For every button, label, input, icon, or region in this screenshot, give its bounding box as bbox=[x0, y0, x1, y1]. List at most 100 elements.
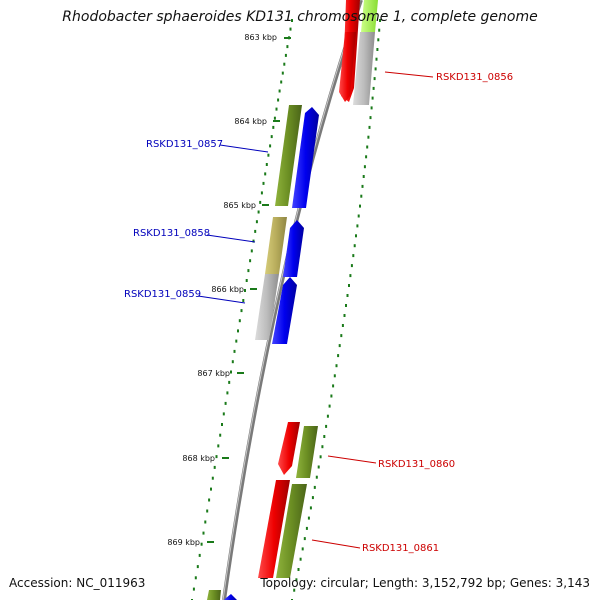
gene-olive-0857[interactable] bbox=[275, 105, 302, 206]
rail-dot bbox=[200, 542, 203, 546]
leader-line-0856 bbox=[384, 71, 434, 78]
tick-label-869: 869 kbp bbox=[167, 538, 200, 547]
tick-label-867: 867 kbp bbox=[197, 369, 230, 378]
leader-line-0858 bbox=[206, 234, 256, 243]
rail-dot bbox=[370, 106, 373, 110]
rail-dot bbox=[240, 309, 243, 313]
rail-dot bbox=[231, 360, 234, 364]
gene-olive-0861[interactable] bbox=[276, 484, 307, 578]
rail-dot bbox=[257, 210, 260, 214]
chromosome-backbone-highlight bbox=[222, 0, 361, 600]
tick-867: 867 kbp bbox=[197, 369, 244, 378]
leader-line-0861 bbox=[311, 539, 361, 549]
rail-dot bbox=[247, 269, 250, 273]
rail-dot bbox=[332, 384, 335, 388]
gene-lime-top[interactable] bbox=[361, 0, 378, 32]
rail-dot bbox=[348, 284, 350, 287]
rail-dot bbox=[289, 27, 292, 31]
rail-dot bbox=[333, 374, 336, 378]
rail-dot bbox=[265, 163, 268, 166]
rail-dot bbox=[269, 144, 272, 148]
gene-blue-0857[interactable] bbox=[292, 107, 319, 208]
rail-dot bbox=[323, 435, 326, 438]
rail-dot bbox=[286, 45, 289, 49]
rail-dot bbox=[335, 364, 338, 368]
rail-dot bbox=[255, 220, 258, 224]
rail-dot bbox=[301, 547, 304, 551]
rail-dot bbox=[303, 537, 306, 541]
map-title: Rhodobacter sphaeroides KD131 chromosome… bbox=[62, 9, 538, 25]
tick-863: 863 kbp bbox=[244, 33, 291, 42]
gene-blue-0859[interactable] bbox=[272, 277, 297, 344]
gene-blue-bottom[interactable] bbox=[224, 594, 237, 600]
gene-olive-bottom[interactable] bbox=[207, 590, 221, 600]
rail-dot bbox=[284, 53, 287, 57]
gene-khaki-0858[interactable] bbox=[265, 217, 287, 274]
tick-label-866: 866 kbp bbox=[211, 285, 244, 294]
gene-label-0858[interactable]: RSKD131_0858 bbox=[133, 228, 210, 239]
gene-gray-0856[interactable] bbox=[353, 32, 375, 105]
gene-red-0860[interactable] bbox=[278, 422, 300, 475]
gene-label-0857[interactable]: RSKD131_0857 bbox=[146, 139, 223, 150]
rail-dot bbox=[226, 391, 229, 395]
tick-label-864: 864 kbp bbox=[234, 117, 267, 126]
topology-label: Topology: circular; Length: 3,152,792 bp… bbox=[260, 576, 590, 590]
rail-dot bbox=[319, 455, 322, 459]
rail-dot bbox=[345, 304, 347, 307]
tick-866: 866 kbp bbox=[211, 285, 257, 294]
rail-dot bbox=[350, 264, 353, 268]
rail-dot bbox=[340, 334, 343, 338]
rail-dot bbox=[270, 135, 273, 139]
tick-864: 864 kbp bbox=[234, 117, 280, 126]
rail-dot bbox=[378, 28, 381, 32]
rail-dot bbox=[277, 98, 280, 102]
rail-dot bbox=[267, 153, 270, 157]
rail-dot bbox=[206, 509, 209, 513]
rail-dot bbox=[250, 249, 253, 253]
rail-dot bbox=[299, 557, 302, 561]
gene-gray-0859[interactable] bbox=[255, 274, 279, 340]
rail-dot bbox=[211, 476, 214, 480]
rail-dot bbox=[356, 224, 359, 228]
gene-red-0861[interactable] bbox=[258, 480, 290, 578]
rail-dot bbox=[366, 145, 369, 149]
rail-dot bbox=[359, 204, 361, 208]
rail-dot bbox=[346, 294, 349, 297]
gene-olive-0860[interactable] bbox=[296, 426, 318, 478]
rail-dot bbox=[262, 181, 265, 185]
gene-label-0856[interactable]: RSKD131_0856 bbox=[436, 72, 513, 83]
leader-line-0860 bbox=[327, 455, 377, 464]
rail-dot bbox=[325, 424, 328, 428]
rail-dot bbox=[341, 324, 344, 327]
tick-868: 868 kbp bbox=[182, 454, 229, 463]
rail-dot bbox=[194, 576, 197, 580]
rail-dot bbox=[230, 370, 232, 374]
rail-dot bbox=[233, 349, 236, 353]
rail-dot bbox=[275, 107, 278, 111]
gene-label-0861[interactable]: RSKD131_0861 bbox=[362, 543, 439, 554]
rail-dot bbox=[278, 89, 281, 93]
rail-dot bbox=[202, 531, 205, 535]
gene-red-0856[interactable] bbox=[339, 32, 356, 102]
gene-label-0860[interactable]: RSKD131_0860 bbox=[378, 459, 455, 470]
rail-dot bbox=[208, 498, 211, 502]
rail-dot bbox=[254, 229, 257, 233]
rail-dot bbox=[295, 578, 298, 582]
rail-dot bbox=[272, 125, 275, 129]
rail-dot bbox=[228, 380, 231, 384]
rail-dot bbox=[365, 155, 368, 159]
tick-869: 869 kbp bbox=[167, 538, 214, 547]
rail-dot bbox=[210, 487, 212, 491]
rail-dot bbox=[376, 48, 379, 51]
rail-dot bbox=[373, 77, 376, 81]
rail-dot bbox=[368, 125, 371, 129]
gene-label-0859[interactable]: RSKD131_0859 bbox=[124, 289, 201, 300]
rail-dot bbox=[237, 329, 239, 333]
rail-dot bbox=[355, 234, 357, 238]
rail-dot bbox=[204, 520, 207, 524]
rail-dot bbox=[242, 299, 245, 302]
rail-dot bbox=[362, 175, 365, 178]
rail-dot bbox=[371, 96, 374, 100]
gene-blue-0858[interactable] bbox=[283, 220, 304, 277]
